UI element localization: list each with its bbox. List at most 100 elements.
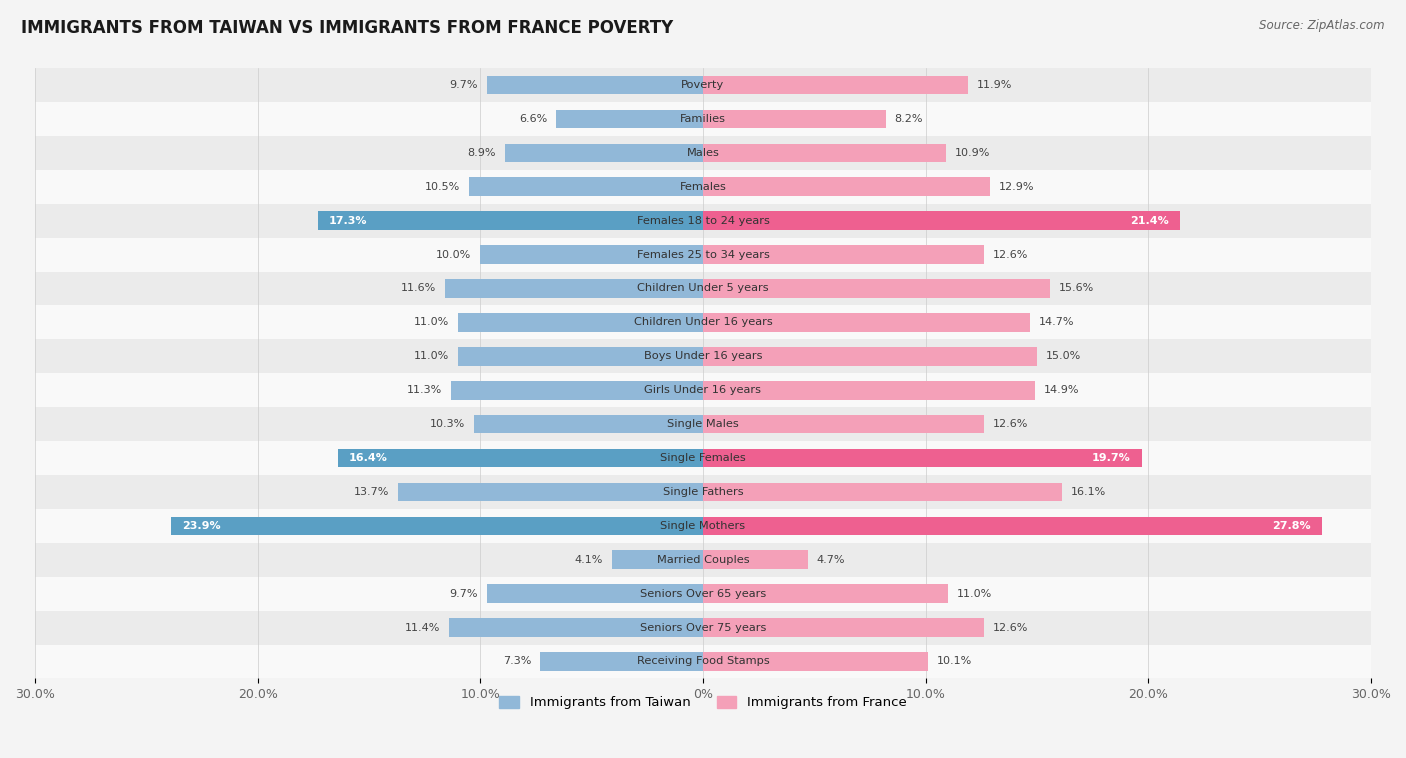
Text: Single Mothers: Single Mothers: [661, 521, 745, 531]
Bar: [612, 550, 703, 569]
Bar: [35, 475, 1371, 509]
Text: 27.8%: 27.8%: [1272, 521, 1310, 531]
Bar: [703, 211, 1180, 230]
Bar: [486, 584, 703, 603]
Text: 11.0%: 11.0%: [413, 318, 449, 327]
Text: Females 18 to 24 years: Females 18 to 24 years: [637, 215, 769, 226]
Bar: [35, 305, 1371, 340]
Bar: [35, 170, 1371, 204]
Text: Receiving Food Stamps: Receiving Food Stamps: [637, 656, 769, 666]
Bar: [505, 143, 703, 162]
Bar: [35, 271, 1371, 305]
Text: 16.4%: 16.4%: [349, 453, 388, 463]
Text: Source: ZipAtlas.com: Source: ZipAtlas.com: [1260, 19, 1385, 32]
Bar: [470, 177, 703, 196]
Bar: [35, 611, 1371, 644]
Text: 8.9%: 8.9%: [467, 148, 496, 158]
Bar: [703, 652, 928, 671]
Bar: [337, 449, 703, 468]
Text: 11.4%: 11.4%: [405, 622, 440, 633]
Text: 19.7%: 19.7%: [1092, 453, 1130, 463]
Text: Poverty: Poverty: [682, 80, 724, 90]
Text: 4.7%: 4.7%: [817, 555, 845, 565]
Text: Single Fathers: Single Fathers: [662, 487, 744, 497]
Text: Males: Males: [686, 148, 720, 158]
Bar: [451, 381, 703, 399]
Text: Girls Under 16 years: Girls Under 16 years: [644, 385, 762, 395]
Text: Single Males: Single Males: [666, 419, 740, 429]
Bar: [458, 313, 703, 332]
Bar: [35, 373, 1371, 407]
Text: 23.9%: 23.9%: [181, 521, 221, 531]
Text: 11.9%: 11.9%: [977, 80, 1012, 90]
Text: 12.6%: 12.6%: [993, 622, 1028, 633]
Text: Seniors Over 65 years: Seniors Over 65 years: [640, 589, 766, 599]
Text: 12.9%: 12.9%: [1000, 182, 1035, 192]
Bar: [703, 143, 946, 162]
Bar: [449, 619, 703, 637]
Text: 7.3%: 7.3%: [503, 656, 531, 666]
Text: 10.3%: 10.3%: [429, 419, 465, 429]
Text: 14.7%: 14.7%: [1039, 318, 1074, 327]
Text: Females 25 to 34 years: Females 25 to 34 years: [637, 249, 769, 259]
Text: Families: Families: [681, 114, 725, 124]
Text: Children Under 5 years: Children Under 5 years: [637, 283, 769, 293]
Bar: [35, 644, 1371, 678]
Text: Children Under 16 years: Children Under 16 years: [634, 318, 772, 327]
Text: Single Females: Single Females: [661, 453, 745, 463]
Bar: [703, 246, 984, 264]
Bar: [35, 237, 1371, 271]
Text: 21.4%: 21.4%: [1129, 215, 1168, 226]
Text: 12.6%: 12.6%: [993, 249, 1028, 259]
Text: 11.0%: 11.0%: [957, 589, 993, 599]
Bar: [35, 407, 1371, 441]
Text: 15.0%: 15.0%: [1046, 351, 1081, 362]
Bar: [35, 204, 1371, 237]
Text: 8.2%: 8.2%: [894, 114, 922, 124]
Text: IMMIGRANTS FROM TAIWAN VS IMMIGRANTS FROM FRANCE POVERTY: IMMIGRANTS FROM TAIWAN VS IMMIGRANTS FRO…: [21, 19, 673, 37]
Bar: [318, 211, 703, 230]
Bar: [703, 76, 967, 94]
Text: 9.7%: 9.7%: [450, 589, 478, 599]
Bar: [703, 110, 886, 128]
Bar: [474, 415, 703, 434]
Text: 11.0%: 11.0%: [413, 351, 449, 362]
Text: 15.6%: 15.6%: [1059, 283, 1094, 293]
Bar: [703, 584, 948, 603]
Text: 10.1%: 10.1%: [936, 656, 972, 666]
Text: 13.7%: 13.7%: [354, 487, 389, 497]
Text: 16.1%: 16.1%: [1070, 487, 1105, 497]
Text: 17.3%: 17.3%: [329, 215, 367, 226]
Bar: [703, 550, 807, 569]
Text: 14.9%: 14.9%: [1043, 385, 1080, 395]
Text: 10.5%: 10.5%: [425, 182, 460, 192]
Bar: [35, 441, 1371, 475]
Bar: [35, 102, 1371, 136]
Bar: [458, 347, 703, 365]
Text: 6.6%: 6.6%: [519, 114, 547, 124]
Bar: [703, 483, 1062, 501]
Bar: [35, 543, 1371, 577]
Bar: [703, 449, 1142, 468]
Bar: [703, 177, 990, 196]
Bar: [555, 110, 703, 128]
Bar: [35, 68, 1371, 102]
Bar: [35, 577, 1371, 611]
Text: 4.1%: 4.1%: [575, 555, 603, 565]
Text: Boys Under 16 years: Boys Under 16 years: [644, 351, 762, 362]
Bar: [703, 516, 1322, 535]
Text: 11.6%: 11.6%: [401, 283, 436, 293]
Text: Seniors Over 75 years: Seniors Over 75 years: [640, 622, 766, 633]
Bar: [444, 279, 703, 298]
Bar: [703, 381, 1035, 399]
Text: 11.3%: 11.3%: [408, 385, 443, 395]
Legend: Immigrants from Taiwan, Immigrants from France: Immigrants from Taiwan, Immigrants from …: [494, 691, 912, 715]
Bar: [703, 415, 984, 434]
Bar: [540, 652, 703, 671]
Bar: [703, 619, 984, 637]
Text: Married Couples: Married Couples: [657, 555, 749, 565]
Text: Females: Females: [679, 182, 727, 192]
Bar: [35, 509, 1371, 543]
Bar: [481, 246, 703, 264]
Text: 10.0%: 10.0%: [436, 249, 471, 259]
